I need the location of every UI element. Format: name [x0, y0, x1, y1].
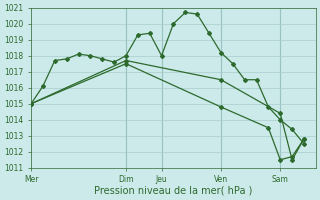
X-axis label: Pression niveau de la mer( hPa ): Pression niveau de la mer( hPa ) [94, 186, 252, 196]
